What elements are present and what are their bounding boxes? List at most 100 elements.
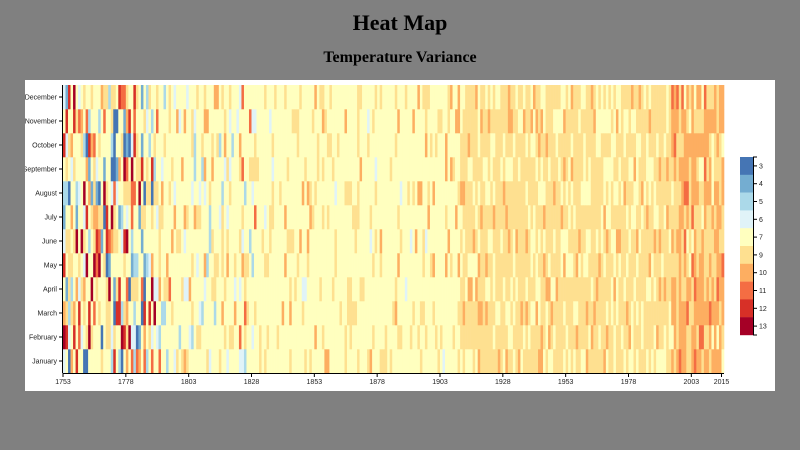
- heatmap-cell: [188, 181, 192, 206]
- heatmap-cell: [140, 229, 144, 254]
- heatmap-cell: [409, 181, 413, 206]
- heatmap-cell: [485, 205, 489, 230]
- heatmap-cell: [359, 133, 363, 158]
- y-tick-label: June: [42, 239, 57, 246]
- heatmap-cell: [248, 109, 252, 134]
- heatmap-cell: [575, 85, 579, 110]
- heatmap-cell: [492, 253, 496, 278]
- heatmap-cell: [399, 301, 403, 326]
- heatmap-cell: [671, 133, 675, 158]
- heatmap-cell: [490, 229, 494, 254]
- heatmap-cell: [648, 85, 652, 110]
- heatmap-cell: [450, 229, 453, 254]
- heatmap-cell: [123, 181, 127, 206]
- heatmap-cell: [306, 349, 310, 374]
- heatmap-cell: [658, 133, 662, 158]
- heatmap-cell: [319, 85, 323, 110]
- heatmap-cell: [565, 157, 569, 182]
- heatmap-cell: [294, 157, 298, 182]
- heatmap-cell: [120, 181, 124, 206]
- heatmap-cell: [336, 349, 340, 374]
- heatmap-cell: [588, 301, 592, 326]
- heatmap-cell: [527, 85, 531, 110]
- heatmap-cell: [120, 277, 124, 302]
- heatmap-cell: [314, 133, 318, 158]
- heatmap-cell: [470, 157, 473, 182]
- heatmap-cell: [553, 301, 556, 326]
- heatmap-cell: [100, 85, 104, 110]
- heatmap-cell: [450, 157, 453, 182]
- heatmap-cell: [75, 205, 79, 230]
- heatmap-cell: [520, 349, 524, 374]
- heatmap-cell: [68, 205, 71, 230]
- heatmap-cell: [636, 157, 639, 182]
- heatmap-cell: [339, 181, 343, 206]
- heatmap-cell: [100, 301, 104, 326]
- heatmap-cell: [573, 277, 577, 302]
- heatmap-cell: [603, 325, 607, 350]
- heatmap-cell: [334, 229, 338, 254]
- heatmap-cell: [661, 229, 664, 254]
- heatmap-cell: [236, 349, 240, 374]
- heatmap-cell: [480, 301, 484, 326]
- heatmap-cell: [206, 109, 210, 134]
- heatmap-cell: [623, 277, 627, 302]
- heatmap-cell: [708, 181, 712, 206]
- heatmap-cell: [588, 253, 592, 278]
- heatmap-cell: [718, 301, 722, 326]
- heatmap-cell: [593, 157, 597, 182]
- heatmap-cell: [500, 109, 504, 134]
- heatmap-cell: [525, 85, 529, 110]
- heatmap-cell: [347, 325, 350, 350]
- heatmap-cell: [246, 109, 250, 134]
- heatmap-cell: [470, 181, 473, 206]
- heatmap-cell: [595, 205, 599, 230]
- heatmap-cell: [500, 349, 504, 374]
- heatmap-cell: [233, 205, 237, 230]
- heatmap-cell: [683, 109, 687, 134]
- heatmap-cell: [100, 229, 104, 254]
- heatmap-cell: [206, 181, 210, 206]
- heatmap-cell: [387, 253, 391, 278]
- heatmap-cell: [698, 253, 702, 278]
- heatmap-cell: [414, 253, 418, 278]
- heatmap-cell: [65, 109, 69, 134]
- heatmap-cell: [266, 157, 270, 182]
- heatmap-cell: [299, 349, 303, 374]
- heatmap-cell: [374, 229, 378, 254]
- heatmap-cell: [663, 85, 667, 110]
- heatmap-cell: [633, 277, 637, 302]
- heatmap-cell: [321, 157, 325, 182]
- heatmap-cell: [306, 133, 310, 158]
- heatmap-cell: [550, 301, 554, 326]
- heatmap-cell: [281, 253, 285, 278]
- heatmap-cell: [399, 157, 403, 182]
- heatmap-cell: [402, 349, 406, 374]
- heatmap-cell: [276, 253, 280, 278]
- heatmap-cell: [482, 133, 486, 158]
- heatmap-cell: [296, 109, 300, 134]
- heatmap-cell: [442, 205, 446, 230]
- heatmap-cell: [374, 325, 378, 350]
- heatmap-cell: [600, 301, 604, 326]
- heatmap-cell: [73, 205, 76, 230]
- heatmap-cell: [568, 277, 571, 302]
- heatmap-cell: [193, 157, 197, 182]
- heatmap-cell: [414, 301, 418, 326]
- heatmap-cell: [505, 229, 509, 254]
- heatmap-cell: [487, 253, 491, 278]
- heatmap-cell: [560, 133, 564, 158]
- heatmap-cell: [336, 253, 340, 278]
- heatmap-cell: [256, 181, 260, 206]
- heatmap-cell: [110, 85, 114, 110]
- heatmap-cell: [548, 157, 551, 182]
- heatmap-cell: [233, 133, 237, 158]
- heatmap-cell: [543, 109, 546, 134]
- heatmap-cell: [407, 181, 411, 206]
- heatmap-cell: [658, 277, 662, 302]
- heatmap-cell: [233, 109, 237, 134]
- heatmap-cell: [525, 325, 529, 350]
- heatmap-cell: [600, 157, 604, 182]
- heatmap-cell: [120, 349, 124, 374]
- heatmap-cell: [294, 133, 298, 158]
